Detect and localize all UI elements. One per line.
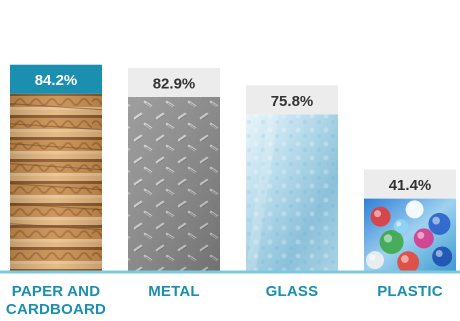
bar-plastic bbox=[364, 198, 456, 274]
value-label: 41.4% bbox=[389, 177, 432, 194]
value-label: 84.2% bbox=[35, 72, 78, 89]
category-label: PLASTIC bbox=[377, 283, 443, 300]
value-label: 82.9% bbox=[153, 75, 196, 92]
value-label: 75.8% bbox=[271, 93, 314, 110]
value-label-box bbox=[246, 85, 338, 115]
category-label: GLASS bbox=[265, 283, 319, 300]
bar-metal bbox=[128, 96, 220, 272]
category-label: PAPER AND CARDBOARD bbox=[5, 283, 107, 318]
bar-paper-and-cardboard bbox=[9, 93, 103, 272]
bar-glass bbox=[245, 113, 338, 272]
category-label: METAL bbox=[148, 283, 200, 300]
value-label-box bbox=[128, 67, 220, 97]
value-label-box bbox=[10, 64, 102, 94]
value-label-box bbox=[364, 169, 456, 199]
